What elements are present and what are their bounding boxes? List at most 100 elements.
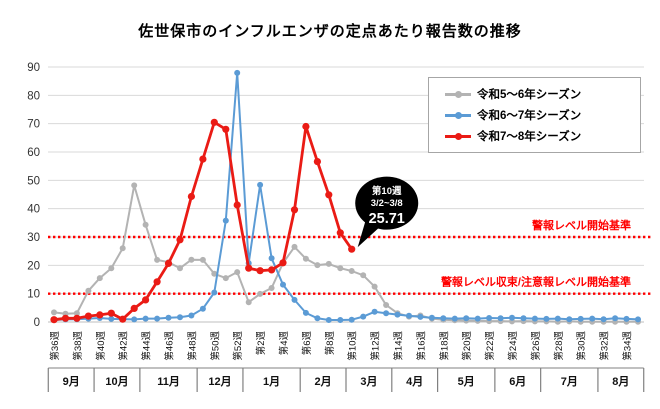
data-point (509, 314, 515, 321)
data-point (589, 315, 596, 322)
week-tick-label: 第52週 (232, 331, 244, 361)
week-tick-label: 第46週 (164, 331, 176, 361)
balloon-text: 3/2~3/8 (371, 198, 403, 209)
data-point (177, 314, 183, 321)
data-point (302, 122, 310, 131)
data-point (314, 262, 321, 269)
data-point (187, 192, 195, 201)
month-label: 11月 (157, 375, 180, 388)
data-point (451, 315, 458, 322)
data-point (348, 268, 355, 274)
legend-marker-blue (445, 111, 471, 119)
balloon-body (355, 176, 419, 230)
data-point (245, 264, 253, 272)
balloon-text: 第10週 (372, 185, 402, 197)
balloon-text: 25.71 (369, 211, 405, 227)
data-point (210, 118, 218, 126)
data-point (325, 260, 332, 267)
week-tick-label: 第38週 (72, 331, 84, 361)
data-point (61, 314, 70, 322)
week-tick-label: 第10週 (347, 331, 359, 361)
legend-marker-red (445, 132, 471, 140)
data-point (96, 311, 104, 319)
series-blue-r6-7-line (53, 71, 639, 321)
data-point (314, 315, 321, 322)
chart-title: 佐世保市のインフルエンザの定点あたり報告数の推移 (138, 23, 522, 40)
series-gray-r5-6-line (53, 184, 638, 323)
data-point (199, 305, 206, 312)
data-point (154, 315, 161, 322)
data-point (234, 69, 241, 76)
month-label: 8月 (612, 375, 629, 388)
data-point (623, 315, 630, 322)
y-tick-label: 70 (27, 119, 40, 131)
data-point (337, 265, 344, 272)
data-point (268, 266, 276, 274)
data-point (107, 309, 115, 317)
week-tick-label: 第22週 (484, 331, 496, 361)
week-tick-label: 第20週 (461, 331, 473, 361)
month-label: 12月 (208, 375, 231, 388)
data-point (256, 267, 264, 275)
data-point (131, 182, 138, 189)
data-point (383, 310, 390, 317)
data-point (131, 316, 138, 323)
week-tick-label: 第34週 (622, 331, 634, 361)
data-point (153, 278, 161, 286)
month-label: 6月 (509, 375, 526, 388)
data-point (85, 287, 92, 294)
week-tick-label: 第50週 (209, 331, 221, 361)
data-point (257, 290, 264, 297)
data-point (291, 243, 298, 250)
week-tick-label: 第36週 (49, 331, 61, 361)
week-tick-label: 第12週 (370, 331, 382, 361)
data-point (337, 317, 344, 323)
week-tick-label: 第8週 (324, 331, 336, 356)
y-tick-label: 60 (27, 147, 40, 159)
data-point (635, 316, 641, 323)
y-axis-labels: 0 10 20 30 40 50 60 70 80 90 (27, 62, 40, 329)
y-tick-label: 10 (27, 289, 40, 301)
data-point (268, 255, 275, 262)
month-label: 1月 (263, 375, 280, 388)
data-point (234, 269, 241, 276)
data-point (371, 308, 378, 315)
data-point (336, 229, 344, 237)
month-label: 7月 (561, 375, 578, 388)
data-point (188, 312, 195, 319)
week-tick-label: 第24週 (507, 331, 519, 361)
legend-label-season-r6-7: 令和6～7年シーズン (477, 110, 582, 122)
legend-label-season-r7-8: 令和7～8年シーズン (477, 131, 582, 143)
week-tick-label: 第16週 (415, 331, 427, 361)
gridlines (48, 66, 644, 323)
legend-marker-gray (445, 90, 471, 98)
data-point (566, 316, 573, 323)
week-tick-label: 第14週 (393, 331, 405, 361)
data-point (233, 201, 241, 209)
data-point (142, 315, 149, 322)
data-point (84, 312, 92, 320)
data-point (313, 158, 321, 166)
y-tick-label: 50 (27, 175, 40, 187)
x-week-labels: 第36週 第38週 第40週 第42週 第44週 第46週 第48週 第50週 第52週 第2週第… (49, 331, 634, 361)
data-point (50, 316, 58, 324)
data-point (164, 259, 173, 267)
y-tick-label: 30 (27, 232, 40, 244)
data-point (257, 181, 264, 188)
data-point (130, 304, 138, 312)
data-point (199, 155, 207, 163)
legend-label-season-r5-6: 令和5～6年シーズン (477, 89, 582, 101)
y-tick-label: 0 (34, 317, 40, 329)
data-point (119, 315, 127, 323)
data-point (406, 312, 412, 319)
month-label: 2月 (315, 375, 332, 388)
data-point (417, 313, 424, 320)
data-point (96, 275, 103, 282)
data-point (176, 236, 184, 244)
y-tick-label: 20 (27, 260, 40, 272)
data-point (440, 315, 447, 322)
data-point (600, 316, 607, 323)
month-axis: 9月 10月 11月 12月 1月 2月 3月 4月 5月 6月 7月 8月 (47, 367, 645, 392)
